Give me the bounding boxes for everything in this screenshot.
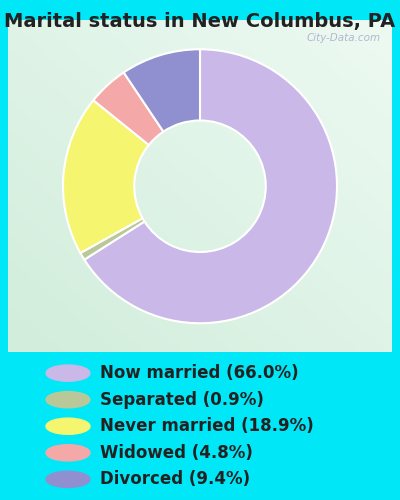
Text: Separated (0.9%): Separated (0.9%) [100,390,264,408]
Circle shape [46,392,90,408]
Text: Now married (66.0%): Now married (66.0%) [100,364,299,382]
Wedge shape [93,72,163,145]
Text: Divorced (9.4%): Divorced (9.4%) [100,470,250,488]
Circle shape [46,471,90,488]
Text: Marital status in New Columbus, PA: Marital status in New Columbus, PA [4,12,396,32]
Wedge shape [80,218,144,260]
Text: Never married (18.9%): Never married (18.9%) [100,417,314,435]
Text: Widowed (4.8%): Widowed (4.8%) [100,444,253,462]
Circle shape [46,444,90,461]
Wedge shape [124,50,200,132]
Circle shape [46,365,90,382]
Text: City-Data.com: City-Data.com [306,34,380,43]
Circle shape [46,418,90,434]
Wedge shape [63,100,149,253]
Wedge shape [84,50,337,323]
